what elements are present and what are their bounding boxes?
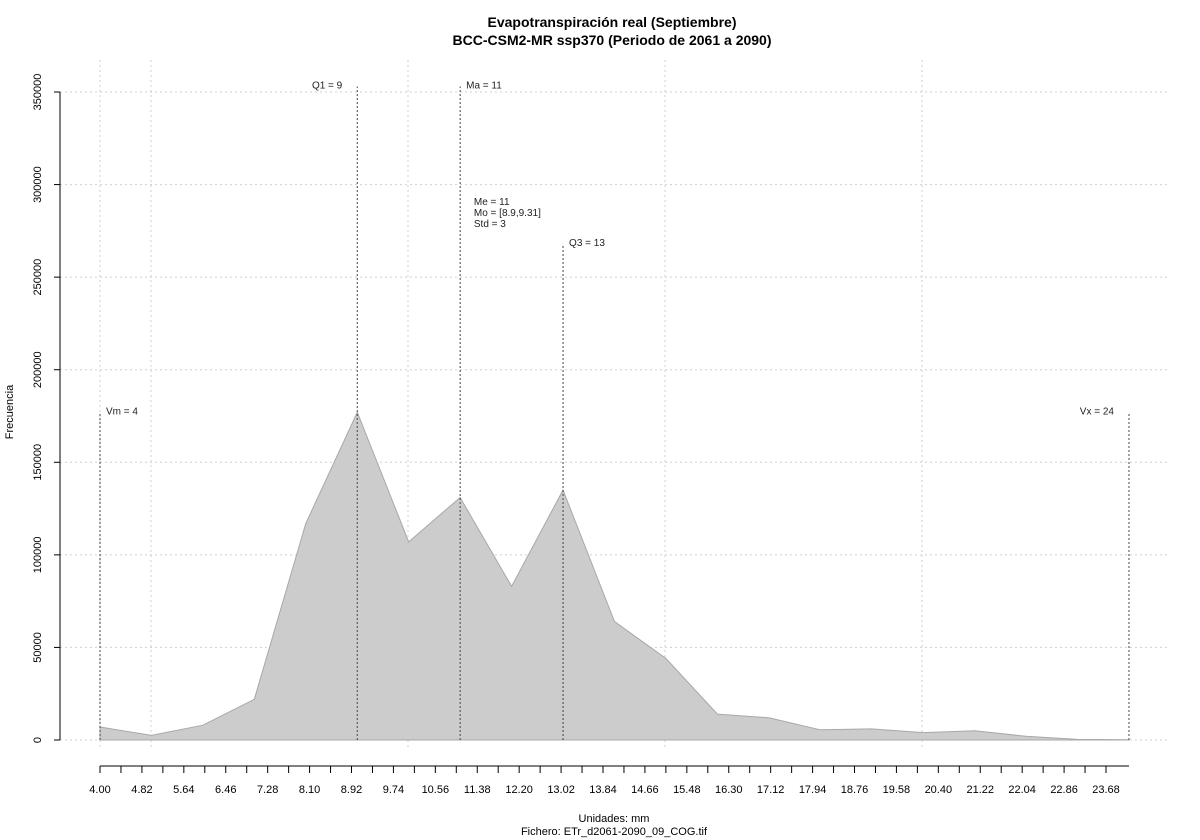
x-tick-label: 7.28 xyxy=(257,784,278,796)
x-tick-label: 15.48 xyxy=(673,784,701,796)
x-tick-label: 4.00 xyxy=(89,784,110,796)
x-axis: 4.00 4.82 5.64 6.46 7.28 8.10 8.92 9.74 10.56 11.… xyxy=(89,765,1129,796)
x-tick-label: 9.74 xyxy=(383,784,404,796)
y-tick-label: 350000 xyxy=(32,74,44,111)
chart-title: Evapotranspiración real (Septiembre) xyxy=(488,14,737,30)
x-tick-label: 20.40 xyxy=(925,784,953,796)
marker-label: Vx = 24 xyxy=(1080,406,1115,417)
y-axis-label: Frecuencia xyxy=(4,384,16,439)
x-tick-label: 11.38 xyxy=(464,784,491,796)
y-tick-label: 50000 xyxy=(32,632,44,663)
x-tick-label: 4.82 xyxy=(131,784,152,796)
y-axis: 0 50000 100000 150000 200000 250000 300000 3500… xyxy=(32,74,61,743)
marker-label: Vm = 4 xyxy=(106,406,138,417)
x-tick-label: 16.30 xyxy=(715,784,743,796)
x-tick-label: 13.84 xyxy=(589,784,617,796)
marker-label: Ma = 11 xyxy=(466,80,502,91)
y-tick-label: 250000 xyxy=(32,259,44,296)
x-tick-label: 23.68 xyxy=(1092,784,1120,796)
x-tick-label: 6.46 xyxy=(215,784,236,796)
y-tick-label: 100000 xyxy=(32,536,44,573)
chart-subtitle: BCC-CSM2-MR ssp370 (Periodo de 2061 a 20… xyxy=(453,32,772,48)
marker-label: Q1 = 9 xyxy=(312,80,343,91)
x-tick-label: 21.22 xyxy=(966,784,994,796)
y-tick-label: 200000 xyxy=(32,351,44,388)
x-tick-label: 10.56 xyxy=(422,784,450,796)
x-tick-label: 14.66 xyxy=(631,784,659,796)
y-tick-label: 150000 xyxy=(32,444,44,481)
x-tick-label: 12.20 xyxy=(505,784,533,796)
file-footer: Fichero: ETr_d2061-2090_09_COG.tif xyxy=(521,826,708,838)
stat-label: Std = 3 xyxy=(474,219,506,230)
x-tick-label: 17.94 xyxy=(799,784,827,796)
grid xyxy=(60,60,1170,748)
x-tick-label: 19.58 xyxy=(883,784,911,796)
x-tick-label: 17.12 xyxy=(757,784,785,796)
marker-label: Q3 = 13 xyxy=(569,238,605,249)
stat-label: Me = 11 xyxy=(474,197,510,208)
x-tick-label: 18.76 xyxy=(841,784,869,796)
x-tick-label: 5.64 xyxy=(173,784,194,796)
stat-markers: Vm = 4 Q1 = 9 Ma = 11 Q3 = 13 Vx = 24 xyxy=(99,80,1130,740)
x-tick-label: 22.04 xyxy=(1008,784,1036,796)
y-tick-label: 0 xyxy=(32,737,44,743)
x-tick-label: 8.10 xyxy=(299,784,320,796)
x-axis-label: Unidades: mm xyxy=(579,813,650,825)
y-tick-label: 300000 xyxy=(32,166,44,203)
x-tick-label: 8.92 xyxy=(341,784,362,796)
frequency-area xyxy=(99,411,1130,741)
x-tick-label: 13.02 xyxy=(547,784,575,796)
x-tick-label: 22.86 xyxy=(1050,784,1078,796)
stat-label: Mo = [8.9,9.31] xyxy=(474,208,541,219)
